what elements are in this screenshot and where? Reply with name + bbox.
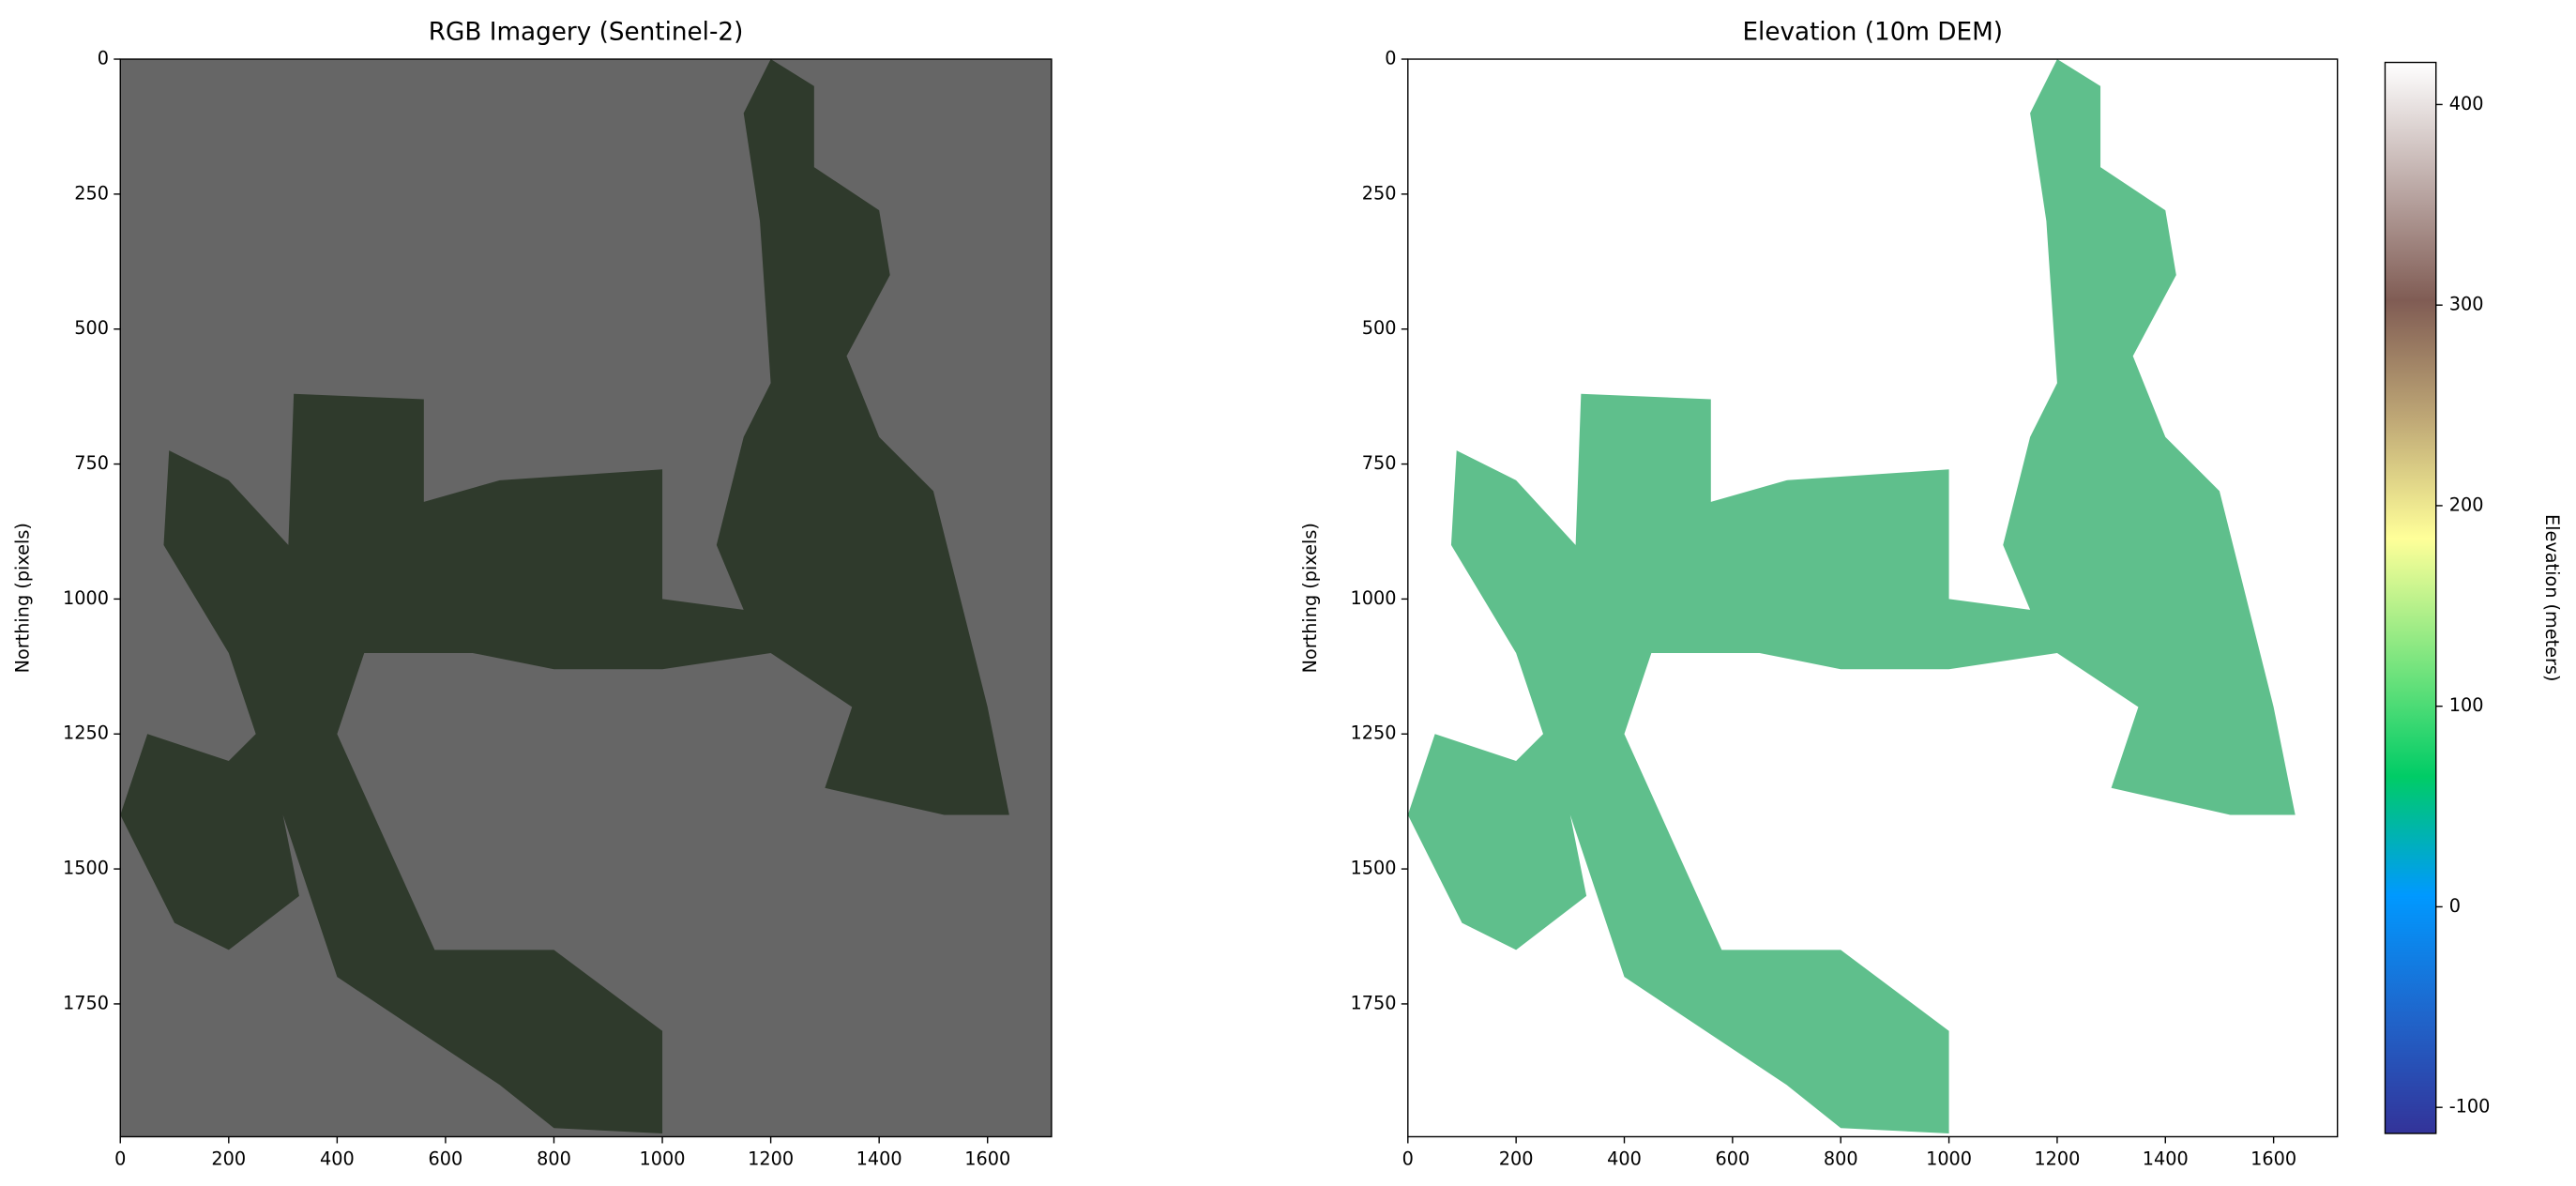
y-tick-label: 500 [74,317,109,339]
x-tick-label: 1200 [748,1148,794,1169]
x-tick-label: 600 [429,1148,463,1169]
y-tick-label: 0 [98,48,109,69]
colorbar-tick-label: -100 [2449,1096,2491,1118]
y-tick-label: 1000 [63,587,109,609]
x-tick-label: 1600 [2250,1148,2296,1169]
x-tick-label: 1000 [1926,1148,1972,1169]
y-tick-label: 1750 [1351,992,1397,1013]
axes-frame [1407,58,2339,1138]
x-tick-label: 800 [537,1148,571,1169]
colorbar-tick-label: 0 [2449,895,2461,917]
x-tick-label: 1000 [640,1148,686,1169]
x-tick-label: 400 [320,1148,355,1169]
y-tick-label: 250 [1362,182,1397,204]
x-tick-label: 0 [1402,1148,1414,1169]
x-tick-label: 600 [1715,1148,1750,1169]
colorbar-tick-label: 100 [2449,694,2484,716]
y-axis-label: Northing (pixels) [1299,523,1321,673]
y-tick-label: 1500 [63,858,109,879]
y-tick-label: 1250 [1351,722,1397,744]
x-tick-label: 800 [1824,1148,1858,1169]
x-tick-label: 1200 [2034,1148,2080,1169]
y-tick-label: 1750 [63,992,109,1013]
y-axis-label: Northing (pixels) [11,523,33,673]
colorbar-tick-label: 200 [2449,494,2484,515]
x-tick-label: 200 [1499,1148,1534,1169]
axes-frame [119,58,1053,1138]
colorbar [2384,61,2437,1134]
x-tick-label: 200 [211,1148,246,1169]
y-tick-label: 250 [74,182,109,204]
colorbar-label: Elevation (meters) [2541,514,2563,681]
colorbar-tick-label: 400 [2449,93,2484,114]
y-tick-label: 1000 [1351,587,1397,609]
x-tick-label: 1600 [964,1148,1010,1169]
y-tick-label: 1500 [1351,858,1397,879]
y-tick-label: 500 [1362,317,1397,339]
x-tick-label: 0 [114,1148,126,1169]
y-tick-label: 750 [74,452,109,474]
chart-title: RGB Imagery (Sentinel-2) [429,19,744,47]
y-tick-label: 750 [1362,452,1397,474]
x-tick-label: 1400 [2143,1148,2189,1169]
x-tick-label: 400 [1607,1148,1642,1169]
y-tick-label: 0 [1385,48,1396,69]
chart-title: Elevation (10m DEM) [1742,19,2003,47]
colorbar-tick-label: 300 [2449,294,2484,315]
y-tick-label: 1250 [63,722,109,744]
x-tick-label: 1400 [856,1148,902,1169]
